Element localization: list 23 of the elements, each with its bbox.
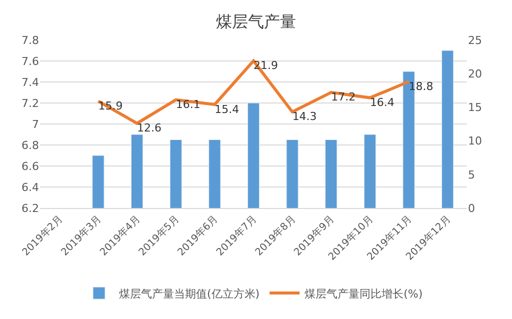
legend-label: 煤层气产量同比增长(%) xyxy=(304,287,423,300)
y-tick-label: 6.4 xyxy=(22,180,39,194)
y2-tick-label: 15 xyxy=(468,101,482,114)
y-tick-label: 6.6 xyxy=(22,160,39,173)
y-tick-label: 6.8 xyxy=(22,138,39,152)
y2-tick-label: 25 xyxy=(468,34,482,47)
y2-tick-label: 10 xyxy=(468,134,482,148)
y-tick-label: 7.2 xyxy=(22,96,39,110)
y-tick-label: 7.6 xyxy=(22,54,39,68)
y2-tick-label: 5 xyxy=(468,168,475,182)
legend-label: 煤层气产量当期值(亿立方米) xyxy=(119,287,260,300)
data-label: 15.4 xyxy=(214,102,240,116)
y2-tick-label: 20 xyxy=(468,67,482,80)
chart-title: 煤层气产量 xyxy=(216,12,296,32)
line-series xyxy=(96,59,410,125)
y-tick-label: 7.8 xyxy=(22,34,39,47)
data-label: 14.3 xyxy=(292,110,317,124)
y-tick-label: 6.2 xyxy=(22,202,39,215)
data-label: 16.4 xyxy=(370,96,394,110)
y-tick-label: 7.4 xyxy=(22,76,39,89)
y-tick-label: 7 xyxy=(32,118,39,131)
data-label: 12.6 xyxy=(137,122,162,135)
y2-tick-label: 0 xyxy=(468,202,475,215)
